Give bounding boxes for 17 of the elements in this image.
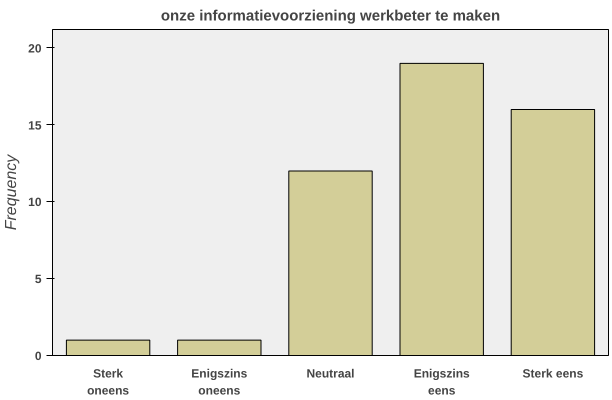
x-tick-label: Neutraal <box>306 366 355 380</box>
x-tick-label: Sterk eens <box>522 366 584 380</box>
chart-title: onze informatievoorziening werkbeter te maken <box>160 8 500 24</box>
x-tick-label: Enigszins eens <box>414 366 470 398</box>
y-tick-label: 0 <box>34 349 42 363</box>
bar <box>510 108 596 356</box>
x-tick-label: Sterk oneens <box>87 366 130 398</box>
bar <box>400 62 484 356</box>
y-tick-label: 5 <box>34 272 42 286</box>
bar <box>288 170 373 356</box>
y-tick-label: 15 <box>28 118 42 132</box>
x-tick-label: Enigszins oneens <box>191 366 248 398</box>
y-tick-label: 10 <box>28 195 42 210</box>
y-tick-label: 20 <box>28 41 42 56</box>
bar <box>177 340 262 356</box>
bar <box>66 340 150 356</box>
y-axis-title: Frequency <box>3 154 20 230</box>
